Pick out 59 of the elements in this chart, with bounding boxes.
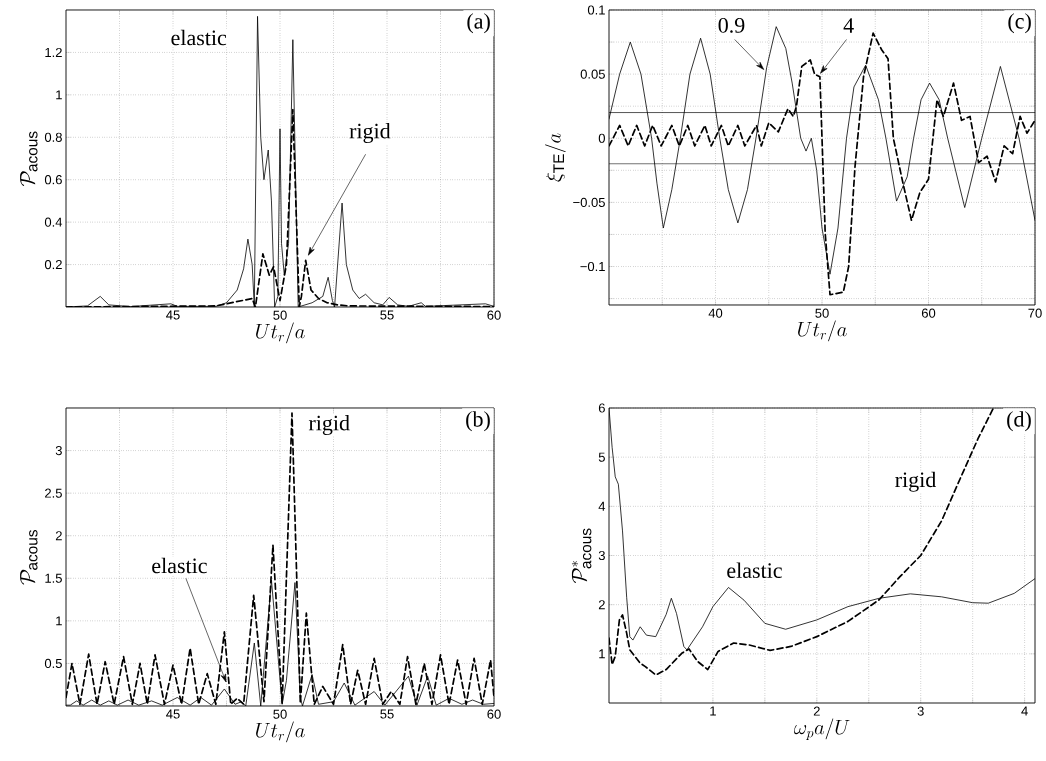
y-tick-label: 5 xyxy=(598,452,605,462)
y-tick-label: 6 xyxy=(598,403,605,413)
y-tick-label: 0.2 xyxy=(44,259,62,270)
y-tick-label: 2.5 xyxy=(45,488,62,498)
x-tick-label: 60 xyxy=(487,709,501,719)
x-axis-title: $\omega_p a/U$ xyxy=(794,718,850,741)
x-tick-label: 40 xyxy=(708,308,723,318)
y-axis-title: $\mathcal{P}_{\mathrm{acous}}$ xyxy=(20,530,38,585)
y-tick-label: 3 xyxy=(55,445,62,456)
annotation: (b) xyxy=(466,411,490,432)
x-tick-label: 3 xyxy=(917,706,924,716)
series-label: 4 xyxy=(843,18,854,33)
x-tick-label: 4 xyxy=(1021,706,1028,716)
y-tick-label: 0.5 xyxy=(44,658,62,669)
series-label: 0.9 xyxy=(718,17,745,33)
y-tick-label: 0.6 xyxy=(44,175,62,185)
x-tick-label: 1 xyxy=(710,706,716,716)
y-tick-label: 1 xyxy=(599,649,605,659)
text: rigid xyxy=(349,123,391,144)
x-tick-label: 60 xyxy=(487,310,501,320)
series-label: elastic xyxy=(171,29,227,46)
x-tick-label: 45 xyxy=(166,310,180,320)
x-tick-label: 55 xyxy=(380,310,394,320)
annotation: (a) xyxy=(467,13,490,34)
x-tick-label: 60 xyxy=(921,308,936,318)
y-tick-label: 3 xyxy=(598,550,605,561)
x-axis-title: $Ut_r/a$ xyxy=(256,721,305,743)
text: elastic xyxy=(152,557,207,574)
y-tick-label: 1 xyxy=(56,90,62,100)
x-tick-label: 2 xyxy=(813,706,820,716)
y-axis-title: $\mathcal{P}^*_{\mathrm{acous}}$ xyxy=(571,528,592,584)
y-tick-label: 1.5 xyxy=(45,573,62,583)
y-tick-label: 2 xyxy=(55,531,62,541)
y-tick-label: 0.1 xyxy=(587,5,605,15)
series-label: elastic xyxy=(727,562,782,578)
x-tick-label: 50 xyxy=(273,709,287,719)
y-tick-label: 1 xyxy=(56,616,62,626)
y-axis-title: $\mathcal{P}_{\mathrm{acous}}$ xyxy=(20,131,38,187)
x-tick-label: 55 xyxy=(380,709,394,719)
y-tick-label: −0.05 xyxy=(573,197,605,207)
annotation: (c) xyxy=(1008,13,1031,34)
x-axis-title: $Ut_r/a$ xyxy=(256,322,305,344)
x-tick-label: 50 xyxy=(273,310,287,320)
series-label: rigid xyxy=(308,415,350,436)
y-tick-label: 0.05 xyxy=(580,69,605,79)
y-tick-label: 0 xyxy=(598,133,605,143)
y-tick-label: 0.4 xyxy=(44,217,63,227)
x-tick-label: 50 xyxy=(815,308,829,318)
x-tick-label: 70 xyxy=(1028,308,1042,318)
series-label: rigid xyxy=(895,471,937,492)
y-tick-label: 4 xyxy=(598,501,606,511)
x-axis-title: $Ut_r/a$ xyxy=(798,320,847,342)
annotation: (d) xyxy=(1007,411,1031,432)
y-tick-label: 0.8 xyxy=(44,132,62,142)
y-tick-label: 1.2 xyxy=(45,47,62,57)
y-axis-title: $\xi_{\mathrm{TE}}/a$ xyxy=(545,133,566,182)
y-tick-label: −0.1 xyxy=(580,261,605,272)
y-tick-label: 2 xyxy=(598,600,605,610)
x-tick-label: 45 xyxy=(166,709,180,719)
